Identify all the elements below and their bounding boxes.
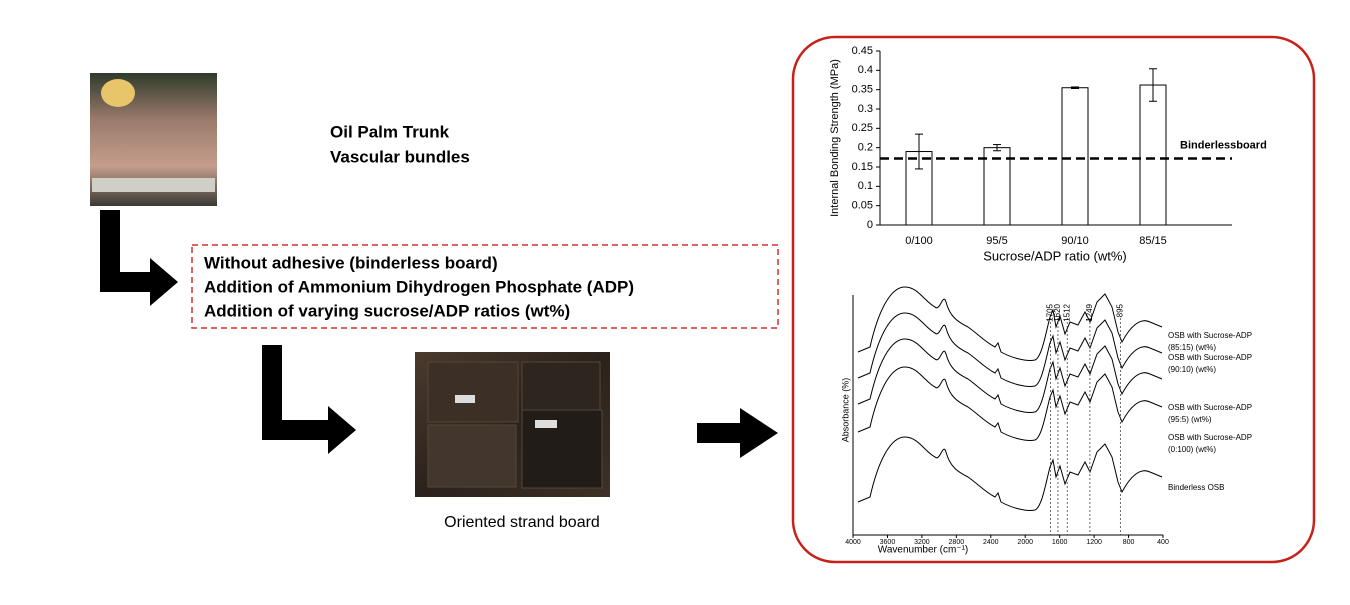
series-label: (90:10) (wt%) [1168, 365, 1216, 374]
x-tick-label: 3200 [914, 539, 930, 546]
arrow [697, 408, 778, 458]
spectrum-curve [857, 366, 1163, 441]
y-tick-label: 0.45 [852, 45, 873, 57]
y-tick-label: 0.15 [852, 161, 873, 173]
x-tick-label: 4000 [845, 539, 861, 546]
x-tick-label: 95/5 [986, 235, 1007, 247]
series-label: (95:5) (wt%) [1168, 415, 1212, 424]
x-tick-label: 3600 [880, 539, 896, 546]
treatment: Without adhesive (binderless board) [204, 253, 498, 272]
spectrum-curve [857, 312, 1163, 387]
x-tick-label: 400 [1157, 539, 1169, 546]
series-label: (0:100) (wt%) [1168, 445, 1216, 454]
y-tick-label: 0.4 [858, 64, 873, 76]
x-tick-label: 2400 [983, 539, 999, 546]
series-label: Binderless OSB [1168, 483, 1224, 492]
bar [1061, 87, 1089, 226]
x-tick-label: 2800 [949, 539, 965, 546]
y-tick-label: 0.25 [852, 122, 873, 134]
bar [905, 151, 933, 226]
treatment: Addition of varying sucrose/ADP ratios (… [204, 301, 570, 320]
reference-label: Binderlessboard [1180, 139, 1267, 151]
series-label: OSB with Sucrose-ADP [1168, 331, 1252, 340]
peak-label: 1705 [1046, 303, 1055, 321]
y-axis-label: Absorbance (%) [840, 378, 850, 443]
bundle-photo [90, 73, 217, 206]
x-tick-label: 1200 [1086, 539, 1102, 546]
product-caption: Oriented strand board [444, 514, 600, 531]
series-label: OSB with Sucrose-ADP [1168, 403, 1252, 412]
x-tick-label: 1600 [1052, 539, 1068, 546]
peak-label: 1249 [1085, 303, 1094, 321]
y-tick-label: 0.35 [852, 84, 873, 96]
bar [983, 147, 1011, 226]
x-tick-label: 0/100 [905, 235, 933, 247]
series-label: (85:15) (wt%) [1168, 343, 1216, 352]
treatment: Addition of Ammonium Dihydrogen Phosphat… [204, 277, 634, 296]
input-title: Vascular bundles [330, 147, 470, 166]
y-tick-label: 0.05 [852, 200, 873, 212]
x-axis-label: Sucrose/ADP ratio (wt%) [983, 248, 1127, 263]
peak-label: 1620 [1053, 303, 1062, 321]
results-frame [791, 35, 1316, 564]
y-tick-label: 0.2 [858, 142, 873, 154]
y-tick-label: 0.1 [858, 180, 873, 192]
x-axis-label: Wavenumber (cm⁻¹) [878, 545, 968, 556]
y-tick-label: 0.3 [858, 103, 873, 115]
peak-label: 1512 [1062, 303, 1071, 321]
ftir-frame [852, 295, 1163, 536]
y-axis-label: Internal Bonding Strength (MPa) [829, 59, 841, 217]
arrow [100, 210, 178, 306]
input-title: Oil Palm Trunk [330, 122, 450, 141]
x-tick-label: 85/15 [1139, 235, 1167, 247]
x-tick-label: 90/10 [1061, 235, 1089, 247]
arrow [262, 345, 356, 454]
series-label: OSB with Sucrose-ADP [1168, 433, 1252, 442]
x-tick-label: 800 [1123, 539, 1135, 546]
spectra [857, 286, 1163, 511]
treatment-box [191, 244, 779, 329]
osb-photo [415, 352, 610, 497]
peak-label: 895 [1115, 303, 1124, 317]
spectrum-curve [857, 338, 1163, 413]
spectrum-curve [857, 286, 1163, 361]
bar [1139, 84, 1167, 226]
x-tick-label: 2000 [1017, 539, 1033, 546]
series-label: OSB with Sucrose-ADP [1168, 353, 1252, 362]
y-tick-label: 0 [867, 219, 873, 231]
spectrum-curve [857, 436, 1163, 511]
